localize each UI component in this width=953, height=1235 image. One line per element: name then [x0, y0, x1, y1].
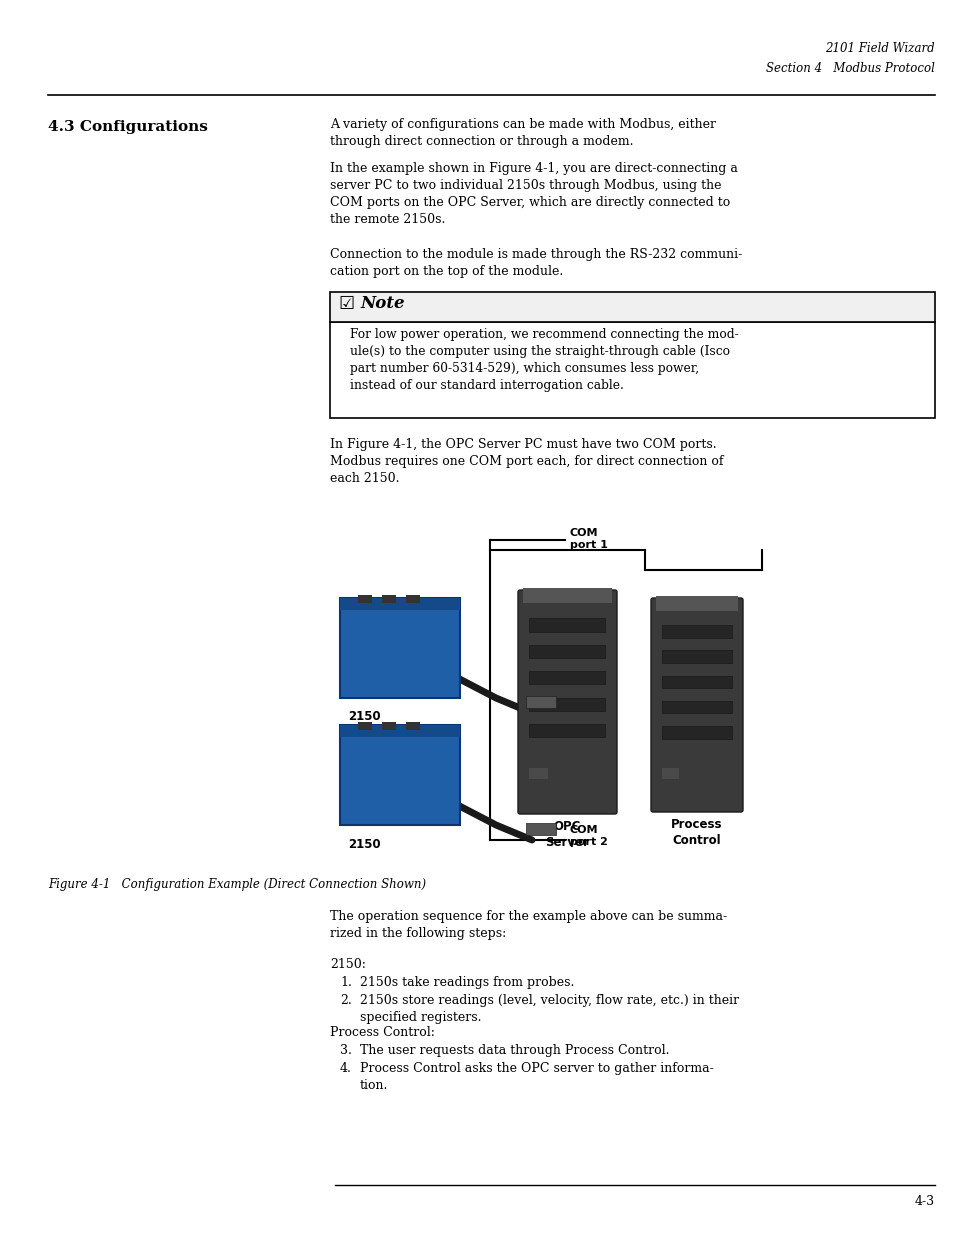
Bar: [529, 645, 605, 658]
Text: The operation sequence for the example above can be summa-
rized in the followin: The operation sequence for the example a…: [330, 910, 726, 940]
FancyBboxPatch shape: [517, 590, 617, 814]
Bar: [529, 768, 548, 779]
Bar: [330, 322, 934, 417]
Bar: [339, 598, 459, 698]
Text: COM
port 2: COM port 2: [569, 825, 607, 847]
Bar: [661, 625, 732, 637]
Bar: [656, 595, 738, 610]
Bar: [406, 722, 420, 730]
Text: Process Control:: Process Control:: [330, 1026, 435, 1039]
Text: 1.: 1.: [339, 976, 352, 989]
Bar: [381, 595, 396, 603]
Bar: [339, 725, 459, 825]
Bar: [525, 823, 556, 835]
Text: OPC
Server: OPC Server: [544, 820, 588, 848]
Text: For low power operation, we recommend connecting the mod-
ule(s) to the computer: For low power operation, we recommend co…: [350, 329, 738, 391]
FancyBboxPatch shape: [650, 598, 742, 811]
Bar: [661, 726, 732, 739]
Text: 2150: 2150: [348, 710, 380, 722]
Bar: [529, 698, 605, 711]
Text: Process Control asks the OPC server to gather informa-
tion.: Process Control asks the OPC server to g…: [359, 1062, 713, 1092]
Text: In the example shown in Figure 4-1, you are direct-connecting a
server PC to two: In the example shown in Figure 4-1, you …: [330, 162, 737, 226]
Text: 4.: 4.: [339, 1062, 352, 1074]
Bar: [406, 595, 420, 603]
Bar: [381, 722, 396, 730]
Bar: [339, 598, 459, 610]
Bar: [357, 595, 372, 603]
Bar: [339, 729, 459, 737]
Text: COM
port 1: COM port 1: [569, 529, 607, 551]
Bar: [357, 722, 372, 730]
Bar: [339, 601, 459, 610]
Text: 2150s store readings (level, velocity, flow rate, etc.) in their
specified regis: 2150s store readings (level, velocity, f…: [359, 994, 739, 1024]
Bar: [529, 724, 605, 737]
Bar: [661, 700, 732, 714]
Bar: [529, 671, 605, 684]
Bar: [529, 619, 605, 631]
Bar: [522, 588, 612, 603]
Text: 3.: 3.: [339, 1044, 352, 1057]
Text: Note: Note: [359, 295, 404, 312]
Bar: [525, 697, 556, 708]
Text: 2150:: 2150:: [330, 958, 366, 971]
Text: A variety of configurations can be made with Modbus, either
through direct conne: A variety of configurations can be made …: [330, 119, 716, 148]
Text: Connection to the module is made through the RS-232 communi-
cation port on the : Connection to the module is made through…: [330, 248, 741, 278]
Text: The user requests data through Process Control.: The user requests data through Process C…: [359, 1044, 669, 1057]
Text: 2101 Field Wizard: 2101 Field Wizard: [824, 42, 934, 56]
Bar: [330, 291, 934, 322]
Bar: [339, 725, 459, 737]
Bar: [661, 676, 732, 688]
Text: Figure 4-1   Configuration Example (Direct Connection Shown): Figure 4-1 Configuration Example (Direct…: [48, 878, 426, 890]
Text: 2150: 2150: [348, 839, 380, 851]
Text: ☑: ☑: [337, 295, 354, 312]
Text: In Figure 4-1, the OPC Server PC must have two COM ports.
Modbus requires one CO: In Figure 4-1, the OPC Server PC must ha…: [330, 438, 722, 485]
Text: 2.: 2.: [339, 994, 352, 1007]
Text: 4-3: 4-3: [914, 1195, 934, 1208]
Text: Section 4   Modbus Protocol: Section 4 Modbus Protocol: [765, 62, 934, 75]
Text: 2150s take readings from probes.: 2150s take readings from probes.: [359, 976, 574, 989]
Text: 4.3 Configurations: 4.3 Configurations: [48, 120, 208, 135]
Text: Process
Control: Process Control: [671, 818, 722, 847]
Bar: [661, 651, 732, 663]
Bar: [661, 768, 679, 778]
